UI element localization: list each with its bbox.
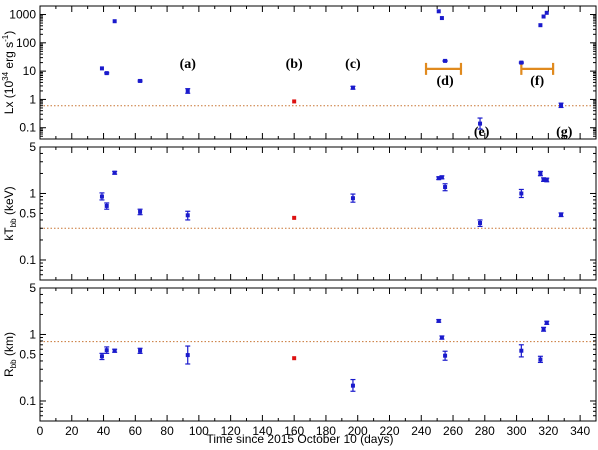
annotation-label: (b)	[286, 57, 303, 72]
annotation-label: (c)	[345, 57, 361, 72]
data-point	[137, 208, 143, 216]
x-tick-label: 260	[443, 424, 463, 438]
x-tick-label: 40	[97, 424, 111, 438]
data-point	[439, 335, 445, 340]
x-tick-label: 60	[129, 424, 143, 438]
data-point	[442, 183, 448, 192]
data-point	[350, 378, 356, 392]
plot-frame	[39, 146, 597, 281]
data-point	[518, 344, 524, 358]
data-point	[292, 99, 297, 104]
data-point	[104, 71, 110, 76]
annotation-label: (f)	[530, 74, 544, 89]
x-tick-label: 160	[284, 424, 304, 438]
y-tick-label: 0.5	[19, 348, 36, 362]
y-tick-label: 10	[23, 64, 37, 78]
panel-kt: 0.1 0.5 1 5 kTbb (keV)	[2, 140, 597, 281]
y-axis-label: kTbb (keV)	[2, 186, 18, 240]
duration-bar	[424, 62, 463, 75]
annotation-label: (g)	[556, 125, 573, 140]
x-tick-label: 80	[160, 424, 174, 438]
data-point	[112, 19, 117, 24]
x-tick-label: 300	[507, 424, 527, 438]
x-tick-label: 220	[379, 424, 399, 438]
x-tick-label: 0	[37, 424, 44, 438]
data-point	[558, 212, 564, 218]
data-point	[185, 210, 191, 221]
x-tick-label: 180	[316, 424, 336, 438]
plot-frame	[39, 5, 597, 140]
x-tick-label: 120	[221, 424, 241, 438]
data-point	[558, 102, 564, 109]
data-point	[442, 58, 448, 63]
data-point	[537, 355, 543, 364]
y-tick-label: 0.1	[19, 253, 36, 267]
x-tick-label: 200	[348, 424, 368, 438]
x-tick-label: 140	[252, 424, 272, 438]
data-point	[350, 193, 356, 203]
annotation-label: (a)	[180, 57, 197, 72]
y-tick-label: 0.1	[19, 121, 36, 135]
data-point	[112, 348, 118, 353]
y-tick-label: 100	[16, 36, 36, 50]
x-tick-label: 280	[475, 424, 495, 438]
y-tick-label: 0.5	[19, 207, 36, 221]
data-point	[292, 215, 297, 220]
data-point	[544, 10, 549, 15]
annotation-label: (e)	[474, 125, 490, 140]
data-point	[442, 350, 448, 361]
data-point	[518, 188, 524, 199]
y-tick-label: 0.1	[19, 394, 36, 408]
data-point	[544, 177, 550, 183]
data-point	[477, 219, 483, 227]
y-tick-label: 1000	[9, 8, 36, 22]
data-point	[538, 23, 543, 28]
y-tick-label: 5	[29, 140, 36, 154]
data-point	[137, 347, 143, 354]
panel-lx: 0.1 1 10 100 1000 Lx (1034 erg s-1) (a) (b) (c) (…	[1, 5, 597, 140]
data-point	[112, 170, 118, 175]
data-point	[292, 356, 297, 361]
data-point	[544, 320, 550, 325]
y-tick-label: 1	[29, 186, 36, 200]
data-point	[99, 192, 105, 201]
x-tick-label: 20	[65, 424, 79, 438]
plot-frame	[39, 287, 597, 422]
data-point	[518, 60, 524, 65]
y-tick-label: 1	[29, 92, 36, 106]
data-point	[537, 170, 543, 177]
y-axis-label: Rbb (km)	[2, 332, 18, 377]
x-tick-label: 100	[189, 424, 209, 438]
data-point	[541, 14, 546, 19]
panel-r: 0.1 0.5 1 5 Rbb (km) 0 20 40 60 80 100 120 140 160 180…	[2, 281, 597, 446]
data-point	[137, 78, 143, 83]
duration-bar	[520, 62, 555, 75]
data-point	[185, 88, 191, 94]
y-tick-label: 1	[29, 327, 36, 341]
x-tick-label: 320	[538, 424, 558, 438]
data-point	[436, 9, 441, 14]
data-point	[439, 175, 445, 180]
data-point	[99, 66, 104, 71]
y-axis-label: Lx (1034 erg s-1)	[1, 31, 16, 114]
annotation-label: (d)	[437, 74, 454, 89]
y-tick-label: 5	[29, 281, 36, 295]
data-point	[439, 16, 444, 21]
x-axis-label: Time since 2015 October 10 (days)	[207, 432, 394, 446]
data-point	[104, 202, 110, 210]
data-point	[185, 345, 191, 365]
data-point	[350, 85, 356, 90]
data-point	[104, 346, 110, 354]
x-tick-label: 340	[570, 424, 590, 438]
x-tick-label: 240	[411, 424, 431, 438]
data-point	[99, 352, 105, 361]
data-point	[477, 117, 483, 130]
data-point	[541, 326, 547, 332]
data-point	[436, 318, 442, 323]
